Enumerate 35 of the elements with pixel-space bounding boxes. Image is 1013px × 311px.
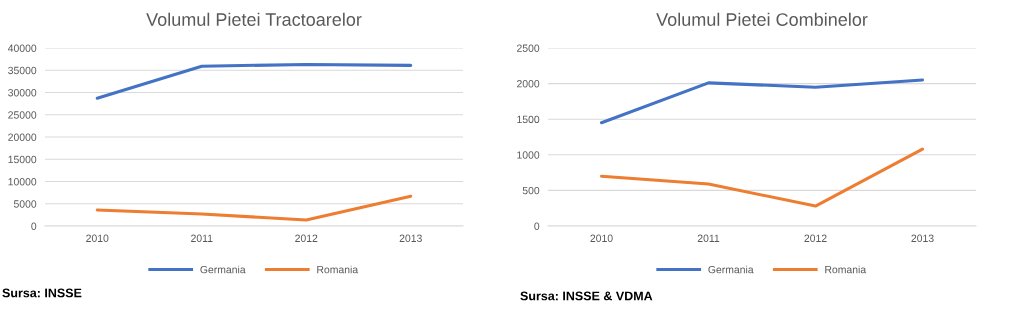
legend-label: Germania xyxy=(708,265,754,274)
y-tick-label: 25000 xyxy=(8,111,37,119)
x-tick-label: 2013 xyxy=(911,234,934,242)
y-tick-label: 15000 xyxy=(8,155,37,164)
x-tick-label: 2010 xyxy=(86,234,109,242)
y-tick-label: 1000 xyxy=(517,151,540,159)
line-series xyxy=(599,78,925,125)
y-tick-label: 2500 xyxy=(517,44,540,52)
legend-label: Romania xyxy=(825,265,867,274)
y-tick-label: 40000 xyxy=(7,44,37,52)
y-tick-label: 10000 xyxy=(8,178,37,186)
x-tick-label: 2010 xyxy=(590,234,613,242)
x-tick-label: 2011 xyxy=(191,234,213,242)
y-tick-label: 2000 xyxy=(517,80,540,88)
y-tick-label: 20000 xyxy=(8,133,37,141)
y-tick-label: 0 xyxy=(534,222,540,230)
y-tick-label: 1500 xyxy=(517,115,540,124)
x-tick-label: 2012 xyxy=(295,234,318,242)
line-series xyxy=(599,147,925,208)
chart-title: Volumul Pietei Tractoarelor xyxy=(146,12,362,26)
x-tick-label: 2011 xyxy=(697,234,720,242)
y-tick-label: 5000 xyxy=(13,200,37,208)
chart-title: Volumul Pietei Combinelor xyxy=(656,12,868,26)
text: Sursa: INSSE xyxy=(2,288,82,298)
y-tick-label: 500 xyxy=(522,186,540,195)
x-tick-label: 2013 xyxy=(399,234,422,242)
text: Sursa: INSSE & VDMA xyxy=(520,291,653,301)
x-tick-label: 2012 xyxy=(804,234,827,242)
line-series xyxy=(95,194,413,222)
y-tick-label: 0 xyxy=(31,222,37,230)
y-tick-label: 30000 xyxy=(8,89,37,97)
legend-label: Romania xyxy=(317,265,359,274)
legend-label: Germania xyxy=(200,265,246,274)
line-series xyxy=(95,62,413,100)
y-tick-label: 35000 xyxy=(8,66,37,75)
